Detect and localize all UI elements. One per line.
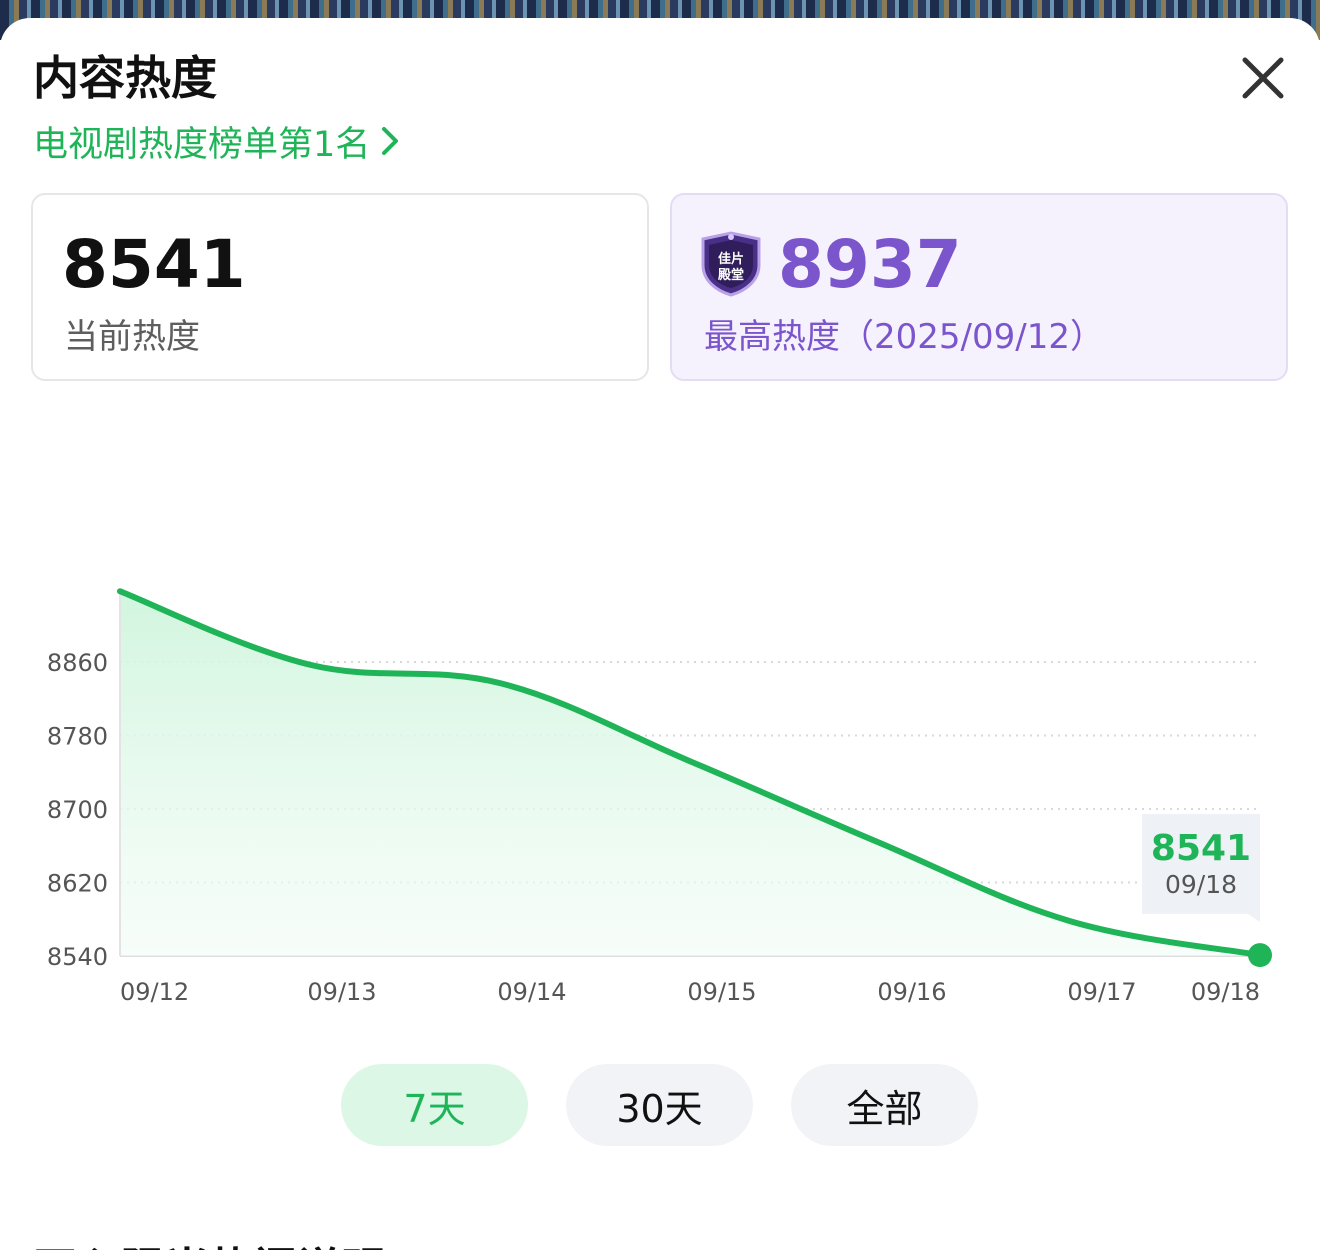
- badge-text-top: 佳片: [718, 251, 744, 267]
- heat-line: [117, 588, 1263, 959]
- rank-link[interactable]: 电视剧热度榜单第1名: [33, 118, 400, 165]
- close-icon: [1242, 57, 1284, 99]
- chevron-right-icon: [382, 127, 399, 155]
- current-heat-card: 8541 当前热度: [31, 193, 649, 381]
- range-tab-all[interactable]: 全部: [791, 1064, 978, 1146]
- next-section-title: 开心陨当热门说明: [33, 1240, 493, 1250]
- range-tab-7d[interactable]: 7天: [341, 1064, 528, 1146]
- badge-text-bottom: 殿堂: [717, 267, 744, 283]
- rank-link-label: 电视剧热度榜单第1名: [33, 124, 371, 165]
- y-tick-label: 8700: [47, 796, 108, 824]
- y-tick-label: 8860: [47, 649, 108, 677]
- current-heat-label: 当前热度: [64, 317, 200, 357]
- heat-chart-svg: 8540 8620 8700 8780 8860 09/12 09/13 09/14 09/1…: [47, 588, 1272, 1006]
- current-heat-value: 8541: [62, 226, 246, 303]
- x-tick-label: 09/17: [1067, 978, 1136, 1006]
- range-tab-30d[interactable]: 30天: [566, 1064, 753, 1146]
- tooltip-box: [1142, 814, 1260, 922]
- tooltip-date: 09/18: [1165, 870, 1237, 899]
- close-button[interactable]: [1232, 52, 1294, 104]
- max-heat-card: 佳片 殿堂 8937 最高热度（2025/09/12）: [670, 193, 1288, 381]
- heat-area: [120, 591, 1260, 956]
- range-tab-all-label: 全部: [846, 1086, 923, 1131]
- page-title: 内容热度: [33, 51, 217, 105]
- x-tick-label: 09/18: [1191, 978, 1260, 1006]
- y-tick-label: 8540: [47, 943, 108, 971]
- heat-sheet: 内容热度 电视剧热度榜单第1名 8541 当前热度 佳片 殿堂 8937 最高热…: [0, 18, 1320, 1250]
- x-tick-label: 09/16: [877, 978, 946, 1006]
- x-tick-label: 09/12: [120, 978, 189, 1006]
- y-tick-label: 8620: [47, 870, 108, 898]
- max-heat-value: 8937: [778, 226, 962, 303]
- x-tick-label: 09/14: [497, 978, 566, 1006]
- max-heat-label: 最高热度（2025/09/12）: [704, 317, 1104, 357]
- y-tick-label: 8780: [47, 723, 108, 751]
- range-tab-7d-label: 7天: [403, 1086, 466, 1131]
- range-tab-30d-label: 30天: [616, 1086, 703, 1131]
- shield-badge-icon: 佳片 殿堂: [701, 231, 761, 297]
- tooltip-value: 8541: [1151, 828, 1251, 869]
- x-tick-label: 09/15: [687, 978, 756, 1006]
- last-point-marker: [1248, 943, 1272, 968]
- heat-chart: 8540 8620 8700 8780 8860 09/12 09/13 09/14 09/1…: [0, 558, 1320, 1028]
- x-tick-label: 09/13: [307, 978, 376, 1006]
